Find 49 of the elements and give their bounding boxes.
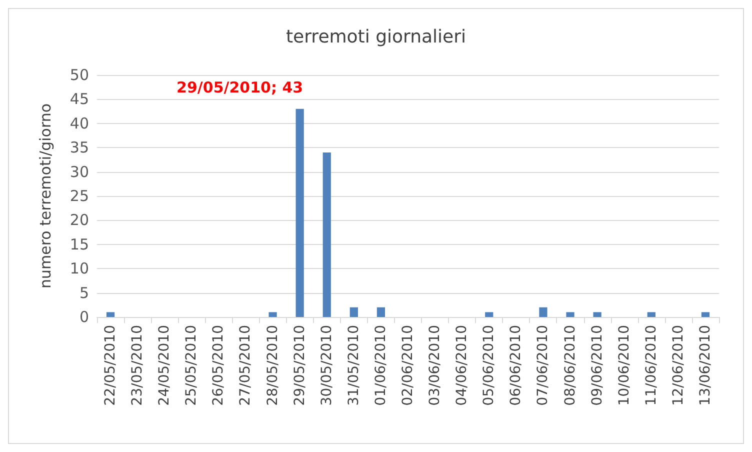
- x-tick-label: 24/05/2010: [156, 325, 173, 406]
- chart-title: terremoti giornalieri: [286, 26, 466, 48]
- y-tick-label: 20: [70, 211, 89, 230]
- bar: [539, 307, 548, 317]
- bar: [701, 312, 710, 317]
- y-tick-label: 5: [79, 284, 89, 302]
- y-tick-label: 0: [79, 308, 89, 326]
- y-tick-label: 50: [70, 66, 89, 84]
- x-tick-label: 22/05/2010: [102, 325, 119, 406]
- bar: [350, 307, 358, 317]
- x-tick-label: 07/06/2010: [535, 325, 552, 406]
- x-tick-label: 25/05/2010: [184, 325, 200, 406]
- x-tick-label: 26/05/2010: [210, 325, 227, 406]
- bar: [296, 108, 304, 317]
- bar: [322, 152, 331, 317]
- y-tick-label: 45: [70, 90, 89, 108]
- y-tick-label: 35: [70, 138, 89, 157]
- x-tick-label: 31/05/2010: [346, 325, 362, 406]
- x-tick-label: 06/06/2010: [508, 325, 524, 406]
- x-tick-label: 12/06/2010: [670, 325, 686, 406]
- y-axis-title: numero terremoti/giorno: [36, 103, 54, 289]
- bar: [376, 307, 386, 317]
- x-tick-label: 11/06/2010: [643, 325, 660, 406]
- x-tick-label: 02/06/2010: [400, 325, 416, 406]
- y-tick-label: 25: [70, 187, 89, 205]
- y-tick-label: 10: [70, 260, 89, 278]
- x-tick-label: 23/05/2010: [130, 325, 146, 406]
- x-tick-label: 04/06/2010: [454, 325, 470, 406]
- x-tick-label: 01/06/2010: [372, 325, 389, 406]
- y-tick-label: 15: [70, 235, 89, 254]
- x-tick-label: 10/06/2010: [616, 325, 632, 406]
- bar: [566, 312, 574, 317]
- bar: [647, 312, 656, 317]
- x-tick-label: 03/06/2010: [427, 325, 444, 406]
- x-tick-label: 29/05/2010: [292, 325, 308, 406]
- x-tick-label: 08/06/2010: [562, 325, 578, 406]
- x-tick-label: 13/06/2010: [697, 325, 714, 406]
- x-tick-label: 28/05/2010: [264, 325, 281, 406]
- y-tick-label: 40: [70, 114, 89, 132]
- x-tick-label: 30/05/2010: [318, 325, 335, 406]
- bar: [485, 312, 494, 317]
- bar: [268, 312, 277, 317]
- x-tick-label: 05/06/2010: [481, 325, 498, 406]
- bar: [106, 312, 115, 317]
- y-tick-label: 30: [70, 162, 89, 181]
- x-tick-label: 27/05/2010: [238, 325, 254, 406]
- bar: [593, 312, 602, 317]
- annotation: 29/05/2010; 43: [176, 78, 304, 96]
- x-tick-label: 09/06/2010: [589, 325, 606, 406]
